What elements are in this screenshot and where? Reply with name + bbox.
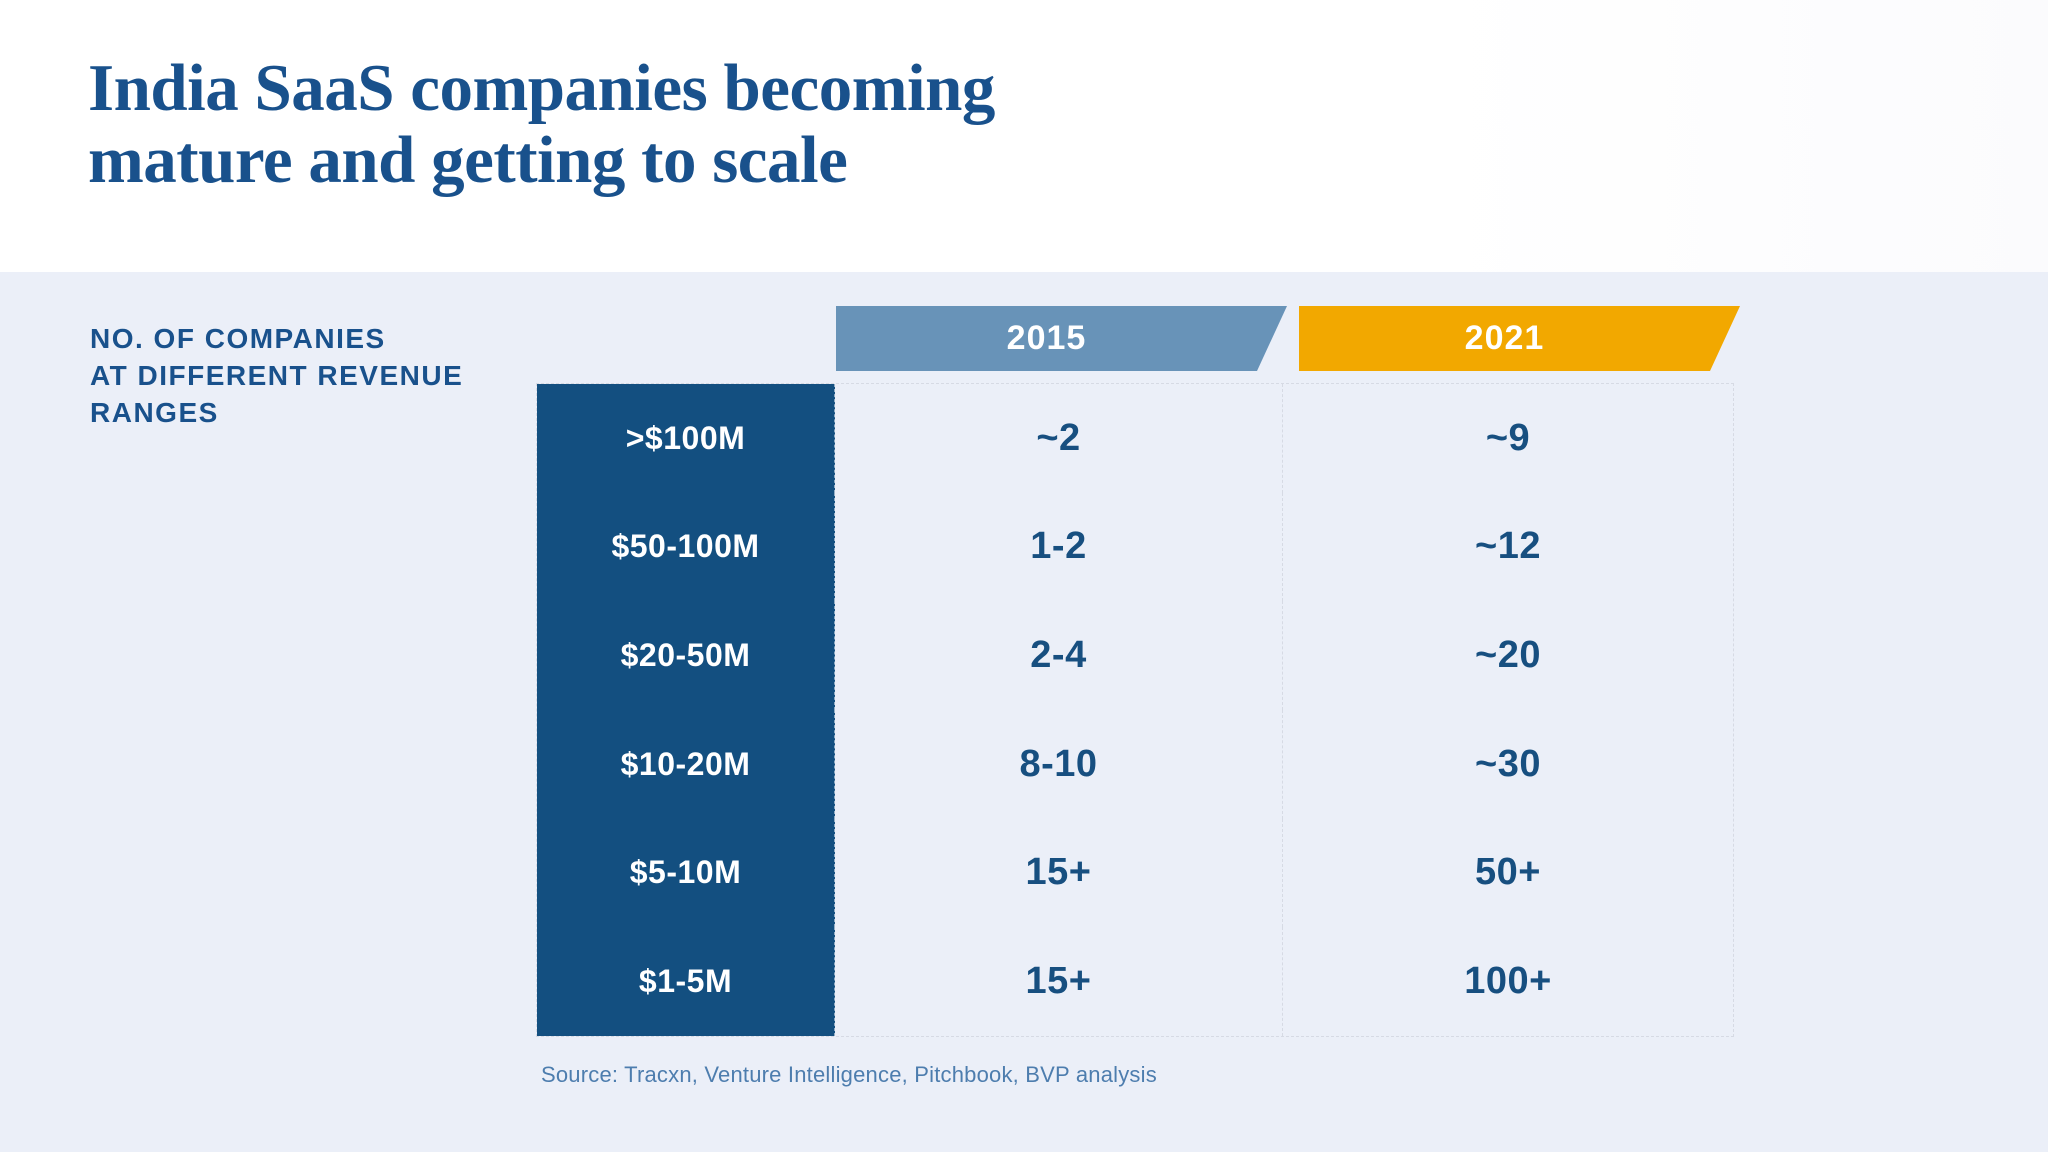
cell-2015-row-1: 1-2 [1030,525,1087,568]
row-label-4: $5-10M [537,818,835,928]
cell-2021-row-3: ~30 [1282,709,1733,819]
axis-label-line1: NO. OF COMPANIES [90,323,386,354]
cell-2015-row-2: 2-4 [1030,634,1087,677]
row-label-1: $50-100M [537,492,835,602]
cell-2015-row-3: 8-10 [1019,742,1098,785]
cell-2021-row-4: 50+ [1282,818,1733,928]
revenue-table: >$100M ~2 ~9 $50-100M 1-2 ~12 $20-50M 2-4 ~20 $10… [536,383,1734,1037]
column-header-2015: 2015 [836,306,1287,371]
cell-2021-row-1: ~12 [1282,492,1733,602]
row-label-2: $20-50M [537,601,835,710]
cell-2021-row-2: ~20 [1282,601,1733,710]
axis-label-line2: AT DIFFERENT REVENUE [90,360,464,391]
row-label-0: >$100M [537,384,835,493]
source-note: Source: Tracxn, Venture Intelligence, Pi… [541,1062,1157,1087]
axis-label-line3: RANGES [90,397,219,428]
cell-2021-row-5: 100+ [1282,927,1733,1036]
cell-2015-row-0: ~2 [1036,416,1081,459]
cell-2015-row-4: 15+ [1025,851,1092,894]
axis-label-companies: NO. OF COMPANIES AT DIFFERENT REVENUE RA… [90,320,463,431]
column-header-2015-label: 2015 [1006,319,1087,357]
page-title-line1: India SaaS companies becoming [88,51,995,125]
cell-2015-row-5: 15+ [1025,960,1092,1003]
column-header-2021: 2021 [1299,306,1740,371]
title-band: India SaaS companies becoming mature and… [0,0,2048,272]
page-title-line2: mature and getting to scale [88,123,848,197]
row-label-5: $1-5M [537,927,835,1036]
page-title: India SaaS companies becoming mature and… [88,52,995,196]
cell-2021-row-0: ~9 [1282,384,1733,493]
row-label-3: $10-20M [537,709,835,819]
column-header-2021-label: 2021 [1464,319,1545,357]
